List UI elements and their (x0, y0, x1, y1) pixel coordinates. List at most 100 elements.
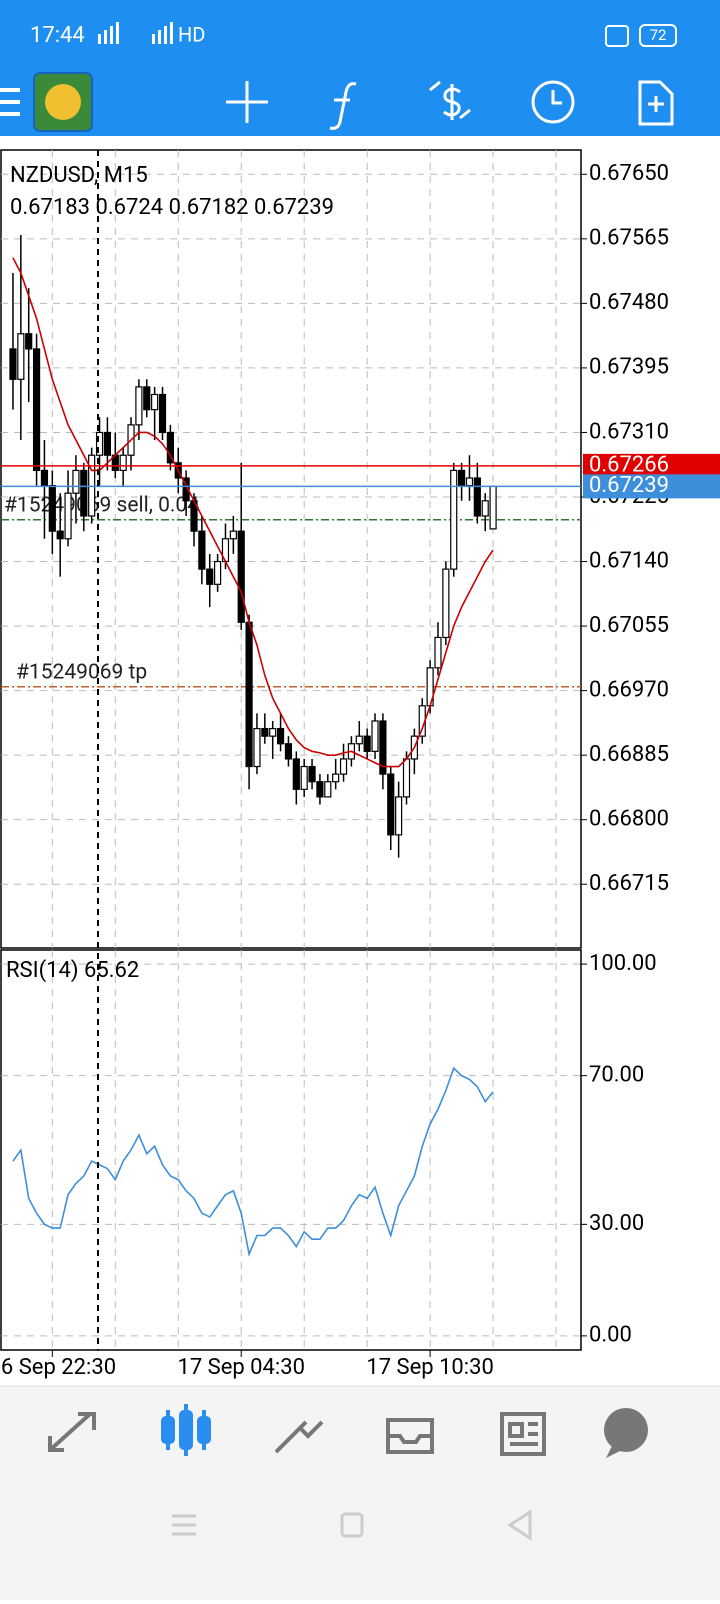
candle-body (308, 765, 316, 783)
x-tick-label: 16 Sep 22:30 (0, 1355, 116, 1380)
candle-body (269, 727, 277, 737)
y-tick-label: 0.67055 (589, 613, 669, 638)
nav-menu[interactable] (172, 1514, 196, 1536)
open: 0.67183 (10, 195, 90, 220)
candle-body (182, 477, 190, 502)
candle-body (17, 333, 25, 380)
y-tick-label: 0.67140 (589, 548, 669, 573)
news-tab[interactable] (500, 1412, 546, 1456)
trade-button[interactable] (429, 80, 471, 120)
quotes-tab[interactable] (48, 1412, 96, 1452)
chart-title: NZDUSD, M15 (10, 163, 148, 188)
new-order-button[interactable] (638, 80, 674, 126)
candle-body (261, 727, 269, 737)
price-tag-label: 0.67266 (589, 453, 669, 478)
y-tick-label: 70.00 (589, 1062, 644, 1087)
battery-level: 72 (650, 26, 667, 44)
candle-body (489, 485, 497, 530)
candle-body (95, 431, 104, 456)
candle-body (253, 727, 261, 768)
candle-body (245, 621, 253, 768)
nav-home[interactable] (340, 1512, 364, 1538)
candle-body (64, 492, 72, 540)
candle-body (292, 758, 300, 790)
order-label: #15249069 sell, 0.04 (4, 493, 199, 517)
candle-body (135, 386, 143, 426)
candle-body (40, 469, 49, 487)
candle-body (80, 469, 88, 517)
candle-body (198, 530, 206, 570)
candle-body (355, 735, 363, 745)
candle-body (88, 454, 96, 517)
rsi-panel-frame (0, 949, 582, 1351)
crosshair-button[interactable] (226, 81, 268, 123)
y-tick-label: 0.66715 (589, 871, 669, 896)
header-bg (0, 0, 720, 136)
history-tab[interactable] (386, 1418, 434, 1454)
candle-body (166, 431, 174, 464)
candle-body (103, 431, 112, 456)
vibrate-icon (605, 25, 629, 47)
candle-body (48, 485, 56, 532)
price-tag (583, 453, 720, 478)
status-time: 17:44 (30, 23, 85, 48)
candle-body (442, 568, 450, 639)
candle-body (457, 469, 466, 487)
candle-body (284, 743, 293, 760)
high: 0.6724 (95, 195, 163, 220)
candle-body (25, 333, 33, 350)
period-button[interactable] (531, 80, 575, 124)
candle-body (143, 386, 151, 411)
candle-body (402, 758, 411, 798)
candle-body (371, 720, 379, 752)
price-tag (583, 474, 720, 499)
candle-body (276, 727, 285, 745)
candle-body (72, 469, 80, 494)
y-tick-label: 0.67565 (589, 226, 669, 251)
candle-body (363, 735, 371, 752)
ohlc-readout: 0.67183 0.6724 0.67182 0.67239 (10, 195, 334, 220)
y-tick-label: 0.67480 (589, 290, 669, 315)
indicator-button[interactable] (329, 82, 357, 130)
candle-body (324, 781, 332, 798)
candle-body (481, 500, 489, 517)
y-tick-label: 0.66800 (589, 806, 669, 831)
menu-button[interactable] (0, 88, 20, 116)
candle-body (465, 477, 474, 487)
order-label: #15249069 tp (16, 660, 147, 684)
y-tick-label: 0.00 (589, 1323, 632, 1348)
messages-tab[interactable] (604, 1408, 648, 1458)
candle-body (473, 477, 481, 517)
candle-body (229, 530, 237, 540)
signal-icons (98, 22, 173, 44)
candle-body (119, 454, 127, 472)
y-tick-label: 0.66885 (589, 742, 669, 767)
candle-body (379, 720, 387, 775)
y-tick-label: 0.67310 (589, 419, 669, 444)
app-logo-globe (45, 84, 81, 120)
candle-body (32, 348, 41, 472)
chart-tab[interactable] (161, 1404, 211, 1456)
nav-back[interactable] (507, 1509, 532, 1541)
y-tick-label: 0.67650 (589, 161, 669, 186)
rsi-line (12, 1066, 494, 1257)
candle-body (158, 393, 167, 434)
candle-body (434, 636, 442, 669)
candle-body (214, 560, 222, 585)
trade-tab[interactable] (274, 1420, 324, 1454)
candle-body (206, 568, 214, 585)
status-network: HD (178, 22, 205, 46)
rsi-title: RSI(14) 65.62 (6, 958, 139, 983)
candle-body (387, 773, 395, 836)
battery-icon (639, 24, 677, 47)
bottom-nav-bg (0, 1386, 720, 1600)
candle-body (339, 758, 348, 775)
candle-body (237, 530, 245, 623)
rsi-name: RSI(14) (6, 958, 79, 983)
y-tick-label: 0.66970 (589, 677, 669, 702)
candle-body (316, 781, 324, 798)
candle-body (300, 765, 308, 790)
low: 0.67182 (169, 195, 249, 220)
